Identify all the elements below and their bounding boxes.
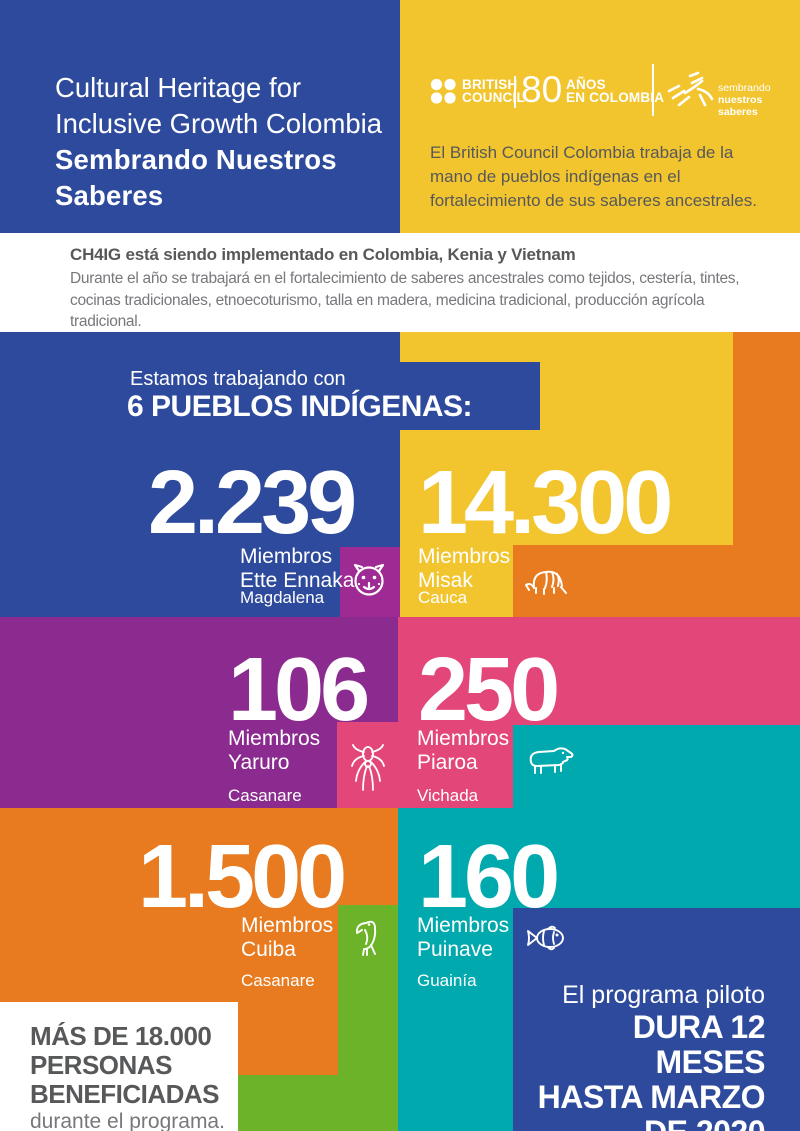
stat-region-yaruro: Casanare <box>228 786 302 805</box>
beneficiaries-white-box <box>0 1002 238 1131</box>
stat-label-line: Miembros <box>417 914 510 937</box>
stat-region-puinave: Guainía <box>417 971 477 990</box>
beneficiaries-line-1: MÁS DE 18.000 <box>30 1021 212 1051</box>
logo-divider-1 <box>514 76 516 108</box>
title-line-3: Sembrando Nuestros <box>55 144 337 175</box>
bc-word-line-1: BRITISH <box>462 77 518 92</box>
toucan-icon <box>354 916 384 958</box>
green-bottom-block <box>238 1075 398 1131</box>
beneficiaries-line-3: BENEFICIADAS <box>30 1079 220 1109</box>
fish-icon <box>523 921 569 954</box>
spider-icon <box>351 744 385 792</box>
armadillo-icon <box>523 565 569 596</box>
stat-label-line: Miembros <box>241 914 334 937</box>
duration-line-3: HASTA MARZO <box>537 1079 766 1115</box>
stat-label-yaruro: Miembros Yaruro <box>228 727 320 775</box>
toucan-icon-column <box>338 905 398 1075</box>
hummingbird-icon <box>666 70 714 112</box>
years-line-2: EN COLOMBIA <box>566 90 665 105</box>
stat-count-puinave: 160 <box>418 827 560 927</box>
stat-count-misak: 14.300 <box>418 453 673 553</box>
bc-word-line-2: COUNCIL <box>462 90 525 105</box>
jaguar-icon-square <box>340 547 400 617</box>
british-council-wordmark: BRITISH COUNCIL <box>462 77 525 105</box>
duration-blue-block <box>513 908 800 1131</box>
stat-label-line: Ette Ennaka <box>240 569 355 592</box>
beneficiaries-block: MÁS DE 18.000 PERSONAS BENEFICIADAS dura… <box>30 1022 225 1131</box>
stat-region-cuiba: Casanare <box>241 971 315 990</box>
row3-teal-top <box>513 808 800 908</box>
british-council-dots-icon <box>430 78 457 105</box>
program-wordmark: sembrando nuestros saberes <box>718 82 800 118</box>
stat-label-line: Miembros <box>240 545 333 568</box>
stat-label-ette-ennaka: Miembros Ette Ennaka <box>240 545 354 593</box>
stat-label-line: Yaruro <box>228 751 290 774</box>
stat-region-ette-ennaka: Magdalena <box>240 588 325 607</box>
stat-label-puinave: Miembros Puinave <box>417 914 509 962</box>
years-number: 80 <box>521 69 563 110</box>
white-banner-panel <box>0 233 800 332</box>
beneficiaries-line-4: durante el programa. <box>30 1110 225 1131</box>
years-line-1: AÑOS <box>566 77 606 92</box>
stat-label-line: Piaroa <box>417 751 478 774</box>
stat-label-line: Cuiba <box>241 938 296 961</box>
program-line-2: nuestros saberes <box>718 94 763 118</box>
title-line-4: Saberes <box>55 180 164 211</box>
row3-teal-column <box>398 808 513 1131</box>
row2-purple-panel <box>0 617 398 808</box>
stat-label-line: Miembros <box>418 545 511 568</box>
stat-label-cuiba: Miembros Cuiba <box>241 914 333 962</box>
stat-label-piaroa: Miembros Piaroa <box>417 727 509 775</box>
title-line-1: Cultural Heritage for <box>55 72 302 103</box>
intro-paragraph: El British Council Colombia trabaja de l… <box>430 143 757 210</box>
stat-label-line: Miembros <box>228 727 321 750</box>
stat-count-ette-ennaka: 2.239 <box>148 453 357 553</box>
stat-label-line: Misak <box>418 569 473 592</box>
stat-label-line: Miembros <box>417 727 510 750</box>
duration-line-4: DE 2020 <box>520 1115 766 1131</box>
working-with-tab <box>0 362 540 430</box>
program-line-1: sembrando <box>718 82 771 94</box>
banner-heading: CH4IG está siendo implementado en Colomb… <box>70 245 576 264</box>
stat-label-line: Puinave <box>417 938 493 961</box>
logo-divider-2 <box>652 64 654 116</box>
stat-region-piaroa: Vichada <box>417 786 479 805</box>
duration-block: El programa piloto DURA 12 MESES HASTA M… <box>520 980 766 1131</box>
header-yellow-panel <box>400 0 800 233</box>
spider-icon-square <box>337 722 398 808</box>
stat-region-misak: Cauca <box>418 588 468 607</box>
beneficiaries-line-2: PERSONAS <box>30 1050 172 1080</box>
title-line-2: Inclusive Growth Colombia <box>55 108 383 139</box>
page-title: Cultural Heritage for Inclusive Growth C… <box>55 70 382 214</box>
years-wordmark: AÑOS EN COLOMBIA <box>566 77 665 105</box>
jaguar-icon <box>347 563 392 599</box>
stat-count-cuiba: 1.500 <box>138 827 347 927</box>
duration-line-1: El programa piloto <box>562 981 765 1009</box>
working-with-line-1: Estamos trabajando con <box>130 368 346 390</box>
stat-label-misak: Miembros Misak <box>418 545 510 593</box>
tapir-icon <box>523 745 575 777</box>
stat-count-piaroa: 250 <box>418 640 560 740</box>
banner-body: Durante el año se trabajará en el fortal… <box>70 270 740 330</box>
stat-count-yaruro: 106 <box>228 640 370 740</box>
header-blue-panel <box>0 0 400 233</box>
duration-line-2: DURA 12 MESES <box>632 1009 766 1080</box>
working-with-line-2: 6 PUEBLOS INDÍGENAS: <box>127 390 473 423</box>
